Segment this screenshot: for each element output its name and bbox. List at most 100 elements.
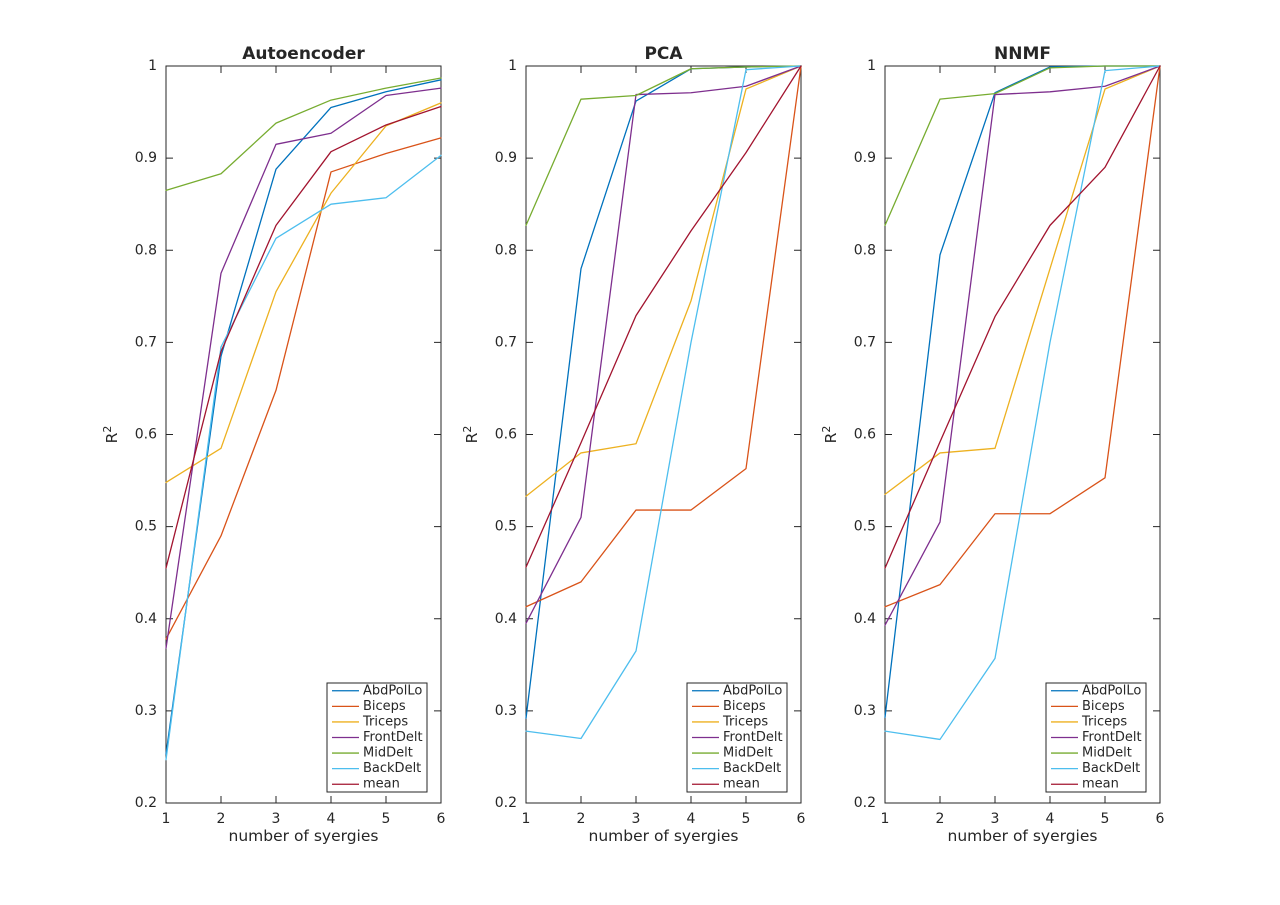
x-tick-label: 1 (522, 811, 531, 827)
y-tick-label: 0.3 (854, 703, 876, 719)
legend-label: MidDelt (723, 746, 773, 761)
y-tick-label: 0.6 (854, 427, 876, 443)
legend-label: Triceps (722, 714, 768, 729)
legend-label: FrontDelt (1082, 730, 1142, 745)
x-tick-label: 4 (327, 811, 336, 827)
y-tick-label: 0.8 (854, 242, 876, 258)
y-tick-label: 0.3 (495, 703, 517, 719)
plot-title: PCA (644, 44, 683, 64)
y-tick-label: 0.8 (135, 242, 157, 258)
legend: AbdPolLoBicepsTricepsFrontDeltMidDeltBac… (686, 682, 788, 793)
series-line-backdelt (884, 65, 1161, 741)
x-tick-label: 5 (742, 811, 751, 827)
x-tick-label: 5 (1101, 811, 1110, 827)
legend: AbdPolLoBicepsTricepsFrontDeltMidDeltBac… (1045, 682, 1147, 793)
y-tick-label: 0.9 (495, 150, 517, 166)
x-tick-label: 2 (936, 811, 945, 827)
y-tick-label: 1 (148, 58, 157, 74)
y-axis-label: R2 (461, 426, 481, 444)
y-tick-label: 0.2 (495, 795, 517, 811)
legend-label: AbdPolLo (1082, 683, 1141, 698)
y-tick-label: 1 (867, 58, 876, 74)
x-tick-label: 6 (1156, 811, 1165, 827)
y-tick-label: 0.5 (135, 519, 157, 535)
x-tick-label: 5 (382, 811, 391, 827)
legend-label: BackDelt (1082, 761, 1140, 776)
x-tick-label: 6 (797, 811, 806, 827)
y-tick-label: 0.3 (135, 703, 157, 719)
legend: AbdPolLoBicepsTricepsFrontDeltMidDeltBac… (326, 682, 428, 793)
series-line-middelt (884, 65, 1161, 227)
series-line-mean (525, 65, 802, 568)
x-tick-label: 4 (687, 811, 696, 827)
y-tick-label: 0.8 (495, 242, 517, 258)
y-tick-label: 0.9 (854, 150, 876, 166)
x-tick-label: 1 (881, 811, 890, 827)
y-tick-label: 0.2 (135, 795, 157, 811)
x-tick-label: 3 (272, 811, 281, 827)
legend-label: BackDelt (723, 761, 781, 776)
series-line-triceps (884, 65, 1161, 496)
legend-label: MidDelt (1082, 746, 1132, 761)
y-tick-label: 1 (508, 58, 517, 74)
series-line-biceps (884, 65, 1161, 608)
x-tick-label: 3 (991, 811, 1000, 827)
series-line-abdpollo (165, 79, 442, 755)
series-line-triceps (525, 65, 802, 497)
legend-label: MidDelt (363, 746, 413, 761)
legend-label: Biceps (723, 699, 766, 714)
y-axis-label: R2 (101, 426, 121, 444)
plot-autoencoder: 1 2 3 4 5 6 0.2 0.3 0.4 0.5 0.6 0.7 0.8 0.9 1 Autoencod… (101, 44, 446, 845)
legend-label: AbdPolLo (723, 683, 782, 698)
series-line-frontdelt (884, 65, 1161, 626)
series-line-backdelt (525, 65, 802, 740)
series-line-frontdelt (525, 65, 802, 625)
legend-label: Triceps (362, 714, 408, 729)
y-tick-label: 0.5 (495, 519, 517, 535)
plot-nnmf: 1 2 3 4 5 6 0.2 0.3 0.4 0.5 0.6 0.7 0.8 0.9 1 NNMF numbe… (820, 44, 1165, 845)
x-tick-label: 6 (437, 811, 446, 827)
x-tick-label: 1 (162, 811, 171, 827)
series-line-frontdelt (165, 87, 442, 649)
y-tick-label: 0.4 (495, 611, 517, 627)
x-axis-label: number of syergies (589, 827, 739, 845)
series-line-abdpollo (525, 65, 802, 719)
y-tick-label: 0.4 (854, 611, 876, 627)
y-tick-label: 0.7 (854, 334, 876, 350)
y-tick-label: 0.2 (854, 795, 876, 811)
series-line-mean (884, 65, 1161, 569)
legend-label: FrontDelt (363, 730, 423, 745)
series-line-middelt (165, 77, 442, 192)
y-axis-label: R2 (820, 426, 840, 444)
series-line-mean (165, 105, 442, 569)
series-line-biceps (165, 137, 442, 640)
legend-label: mean (1082, 777, 1119, 792)
legend-label: Biceps (1082, 699, 1125, 714)
y-tick-label: 0.7 (495, 334, 517, 350)
x-tick-label: 3 (632, 811, 641, 827)
y-tick-label: 0.6 (135, 427, 157, 443)
series-line-abdpollo (884, 65, 1161, 718)
legend-label: Triceps (1081, 714, 1127, 729)
plot-pca: 1 2 3 4 5 6 0.2 0.3 0.4 0.5 0.6 0.7 0.8 0.9 1 PCA number… (461, 44, 806, 845)
legend-label: AbdPolLo (363, 683, 422, 698)
legend-label: mean (363, 777, 400, 792)
y-tick-label: 0.9 (135, 150, 157, 166)
plot-title: NNMF (994, 44, 1051, 64)
x-tick-label: 2 (577, 811, 586, 827)
x-tick-label: 4 (1046, 811, 1055, 827)
y-tick-label: 0.4 (135, 611, 157, 627)
series-line-middelt (525, 65, 802, 227)
legend-label: FrontDelt (723, 730, 783, 745)
y-tick-label: 0.5 (854, 519, 876, 535)
legend-label: mean (723, 777, 760, 792)
legend-label: BackDelt (363, 761, 421, 776)
x-axis-label: number of syergies (229, 827, 379, 845)
plot-title: Autoencoder (242, 44, 365, 64)
x-axis-label: number of syergies (948, 827, 1098, 845)
y-tick-label: 0.7 (135, 334, 157, 350)
x-tick-label: 2 (217, 811, 226, 827)
series-line-biceps (525, 65, 802, 608)
